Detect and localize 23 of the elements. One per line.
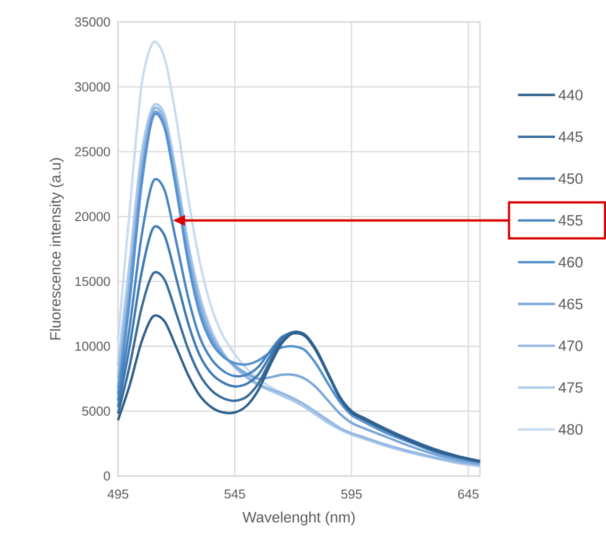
legend-label: 445 — [558, 132, 583, 142]
y-axis-title: Fluorescence intensity (a.u) — [50, 158, 64, 340]
y-tick-label: 15000 — [75, 276, 110, 286]
x-tick-label: 545 — [224, 490, 246, 499]
legend-label: 470 — [558, 340, 583, 352]
y-tick-label: 5000 — [82, 406, 110, 416]
y-tick-label: 30000 — [74, 82, 110, 92]
legend-label: 465 — [558, 298, 583, 310]
legend-label: 455 — [558, 215, 583, 226]
x-tick-label: 595 — [341, 490, 362, 499]
legend-label: 440 — [558, 90, 583, 100]
y-tick-label: 25000 — [75, 147, 110, 156]
legend-label: 475 — [558, 382, 583, 393]
legend-label: 460 — [558, 256, 583, 268]
y-tick-label: 0 — [104, 471, 110, 481]
legend-label: 450 — [558, 173, 583, 184]
y-tick-label: 10000 — [75, 342, 110, 351]
y-tick-label: 20000 — [75, 212, 110, 222]
legend-label: 480 — [558, 424, 583, 435]
y-tick-label: 35000 — [74, 17, 110, 27]
x-tick-label: 645 — [458, 490, 479, 499]
x-tick-label: 495 — [108, 490, 128, 499]
x-axis-title: Wavelenght (nm) — [242, 512, 355, 526]
